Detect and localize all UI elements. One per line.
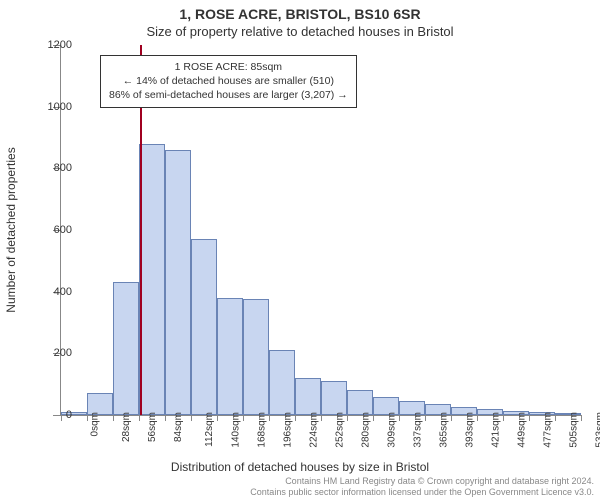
x-tick	[529, 415, 530, 421]
annotation-line1: 1 ROSE ACRE: 85sqm	[175, 61, 282, 73]
x-axis-title: Distribution of detached houses by size …	[0, 460, 600, 474]
x-tick	[321, 415, 322, 421]
y-tick-label: 200	[22, 347, 72, 359]
x-tick	[269, 415, 270, 421]
x-tick-label: 0sqm	[89, 412, 100, 436]
x-tick-label: 196sqm	[283, 412, 294, 448]
x-tick	[373, 415, 374, 421]
histogram-bar	[321, 381, 347, 415]
chart-container: 1, ROSE ACRE, BRISTOL, BS10 6SR Size of …	[0, 0, 600, 500]
x-tick	[139, 415, 140, 421]
y-tick-label: 1200	[22, 39, 72, 51]
x-tick-label: 252sqm	[335, 412, 346, 448]
x-tick-label: 505sqm	[569, 412, 580, 448]
footnote: Contains HM Land Registry data © Crown c…	[250, 476, 594, 498]
histogram-bar	[165, 150, 191, 415]
x-tick-label: 140sqm	[231, 412, 242, 448]
x-tick-label: 168sqm	[257, 412, 268, 448]
x-tick	[399, 415, 400, 421]
annotation-box: 1 ROSE ACRE: 85sqm ← 14% of detached hous…	[100, 55, 357, 108]
x-tick	[555, 415, 556, 421]
x-tick	[295, 415, 296, 421]
x-tick	[477, 415, 478, 421]
x-tick-label: 533sqm	[595, 412, 600, 448]
x-tick-label: 337sqm	[413, 412, 424, 448]
annotation-line2: ← 14% of detached houses are smaller (51…	[123, 75, 334, 87]
y-tick-label: 600	[22, 224, 72, 236]
chart-title: 1, ROSE ACRE, BRISTOL, BS10 6SR	[0, 6, 600, 22]
x-tick-label: 56sqm	[147, 412, 158, 442]
y-axis-title: Number of detached properties	[4, 147, 18, 312]
x-tick-label: 421sqm	[491, 412, 502, 448]
x-tick	[113, 415, 114, 421]
x-tick-label: 280sqm	[361, 412, 372, 448]
x-tick	[503, 415, 504, 421]
histogram-bar	[191, 239, 217, 415]
y-tick-label: 400	[22, 286, 72, 298]
x-tick	[347, 415, 348, 421]
x-tick	[425, 415, 426, 421]
x-tick-label: 84sqm	[173, 412, 184, 442]
x-tick-label: 28sqm	[121, 412, 132, 442]
histogram-bar	[113, 282, 139, 415]
x-tick	[165, 415, 166, 421]
footnote-line2: Contains public sector information licen…	[250, 487, 594, 497]
y-tick-label: 800	[22, 162, 72, 174]
x-tick-label: 112sqm	[204, 412, 215, 447]
x-tick	[451, 415, 452, 421]
histogram-bar	[217, 298, 243, 415]
x-tick	[191, 415, 192, 421]
x-tick	[243, 415, 244, 421]
x-tick-label: 365sqm	[439, 412, 450, 448]
x-tick-label: 477sqm	[543, 412, 554, 448]
x-tick	[581, 415, 582, 421]
x-tick-label: 449sqm	[517, 412, 528, 448]
histogram-bar	[295, 378, 321, 415]
x-tick-label: 393sqm	[465, 412, 476, 448]
annotation-line3: 86% of semi-detached houses are larger (…	[109, 89, 348, 101]
histogram-bar	[243, 299, 269, 415]
y-tick-label: 1000	[22, 101, 72, 113]
chart-subtitle: Size of property relative to detached ho…	[0, 24, 600, 39]
x-tick-label: 224sqm	[309, 412, 320, 448]
x-tick	[217, 415, 218, 421]
x-tick	[87, 415, 88, 421]
y-tick-label: 0	[22, 409, 72, 421]
footnote-line1: Contains HM Land Registry data © Crown c…	[285, 476, 594, 486]
histogram-bar	[269, 350, 295, 415]
x-tick-label: 309sqm	[387, 412, 398, 448]
histogram-bar	[139, 144, 165, 415]
